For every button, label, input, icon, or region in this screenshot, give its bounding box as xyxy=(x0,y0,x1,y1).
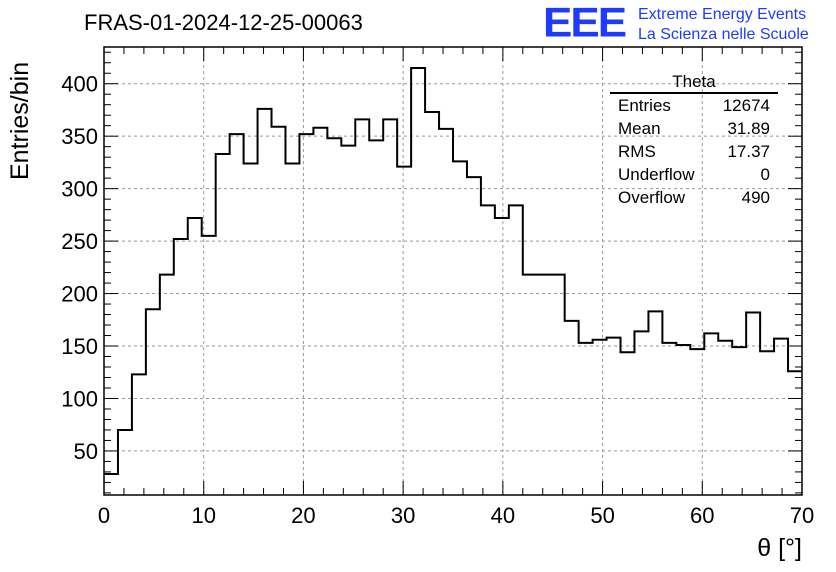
histogram-bin xyxy=(313,128,327,495)
stats-value: 31.89 xyxy=(727,117,770,140)
histogram-bin xyxy=(453,161,467,495)
logo-line-2: La Scienza nelle Scuole xyxy=(638,26,809,44)
histogram-bin xyxy=(565,321,579,495)
stats-value: 12674 xyxy=(723,94,770,117)
histogram-bin xyxy=(230,134,244,495)
x-tick-label: 10 xyxy=(191,503,215,528)
histogram-bin xyxy=(299,134,313,495)
histogram-bin xyxy=(537,275,551,495)
histogram-bin xyxy=(551,275,565,495)
histogram-bin xyxy=(662,343,676,495)
histogram-bin xyxy=(160,275,174,495)
histogram-bin xyxy=(383,119,397,495)
stats-value: 17.37 xyxy=(727,140,770,163)
stats-row-mean: Mean 31.89 xyxy=(610,117,778,140)
histogram-bin xyxy=(425,112,439,495)
eee-logo: EEE xyxy=(543,0,625,47)
histogram-bin xyxy=(523,275,537,495)
histogram-bin xyxy=(369,140,383,495)
y-tick-label: 100 xyxy=(61,386,98,411)
x-tick-label: 60 xyxy=(690,503,714,528)
x-axis-label: θ [°] xyxy=(757,534,802,563)
y-tick-label: 200 xyxy=(61,282,98,307)
y-tick-label: 350 xyxy=(61,124,98,149)
chart-title: FRAS-01-2024-12-25-00063 xyxy=(84,10,363,36)
x-tick-label: 40 xyxy=(491,503,515,528)
x-tick-label: 70 xyxy=(790,503,814,528)
y-tick-label: 300 xyxy=(61,177,98,202)
stats-row-entries: Entries 12674 xyxy=(610,94,778,117)
stats-row-underflow: Underflow 0 xyxy=(610,163,778,186)
histogram-bin xyxy=(509,205,523,495)
histogram-bin xyxy=(146,309,160,495)
histogram-bin xyxy=(760,351,774,495)
histogram-bin xyxy=(188,218,202,495)
histogram-bin xyxy=(593,340,607,495)
histogram-bin xyxy=(355,119,369,495)
stats-box: Theta Entries 12674 Mean 31.89 RMS 17.37… xyxy=(610,72,778,209)
histogram-bin xyxy=(676,345,690,495)
histogram-bin xyxy=(774,339,788,495)
y-tick-label: 150 xyxy=(61,334,98,359)
histogram-bin xyxy=(634,331,648,495)
stats-label: RMS xyxy=(618,140,656,163)
x-tick-label: 50 xyxy=(590,503,614,528)
logo-line-1: Extreme Energy Events xyxy=(638,6,806,24)
histogram-bin xyxy=(258,109,272,495)
histogram-bin xyxy=(411,68,425,495)
histogram-bin xyxy=(202,236,216,495)
histogram-bin xyxy=(244,163,258,495)
histogram-bin xyxy=(285,163,299,495)
stats-label: Mean xyxy=(618,117,661,140)
stats-row-overflow: Overflow 490 xyxy=(610,186,778,209)
histogram-bin xyxy=(272,127,286,495)
histogram-bin xyxy=(174,239,188,495)
histogram-bin xyxy=(397,167,411,495)
histogram-bin xyxy=(704,333,718,495)
histogram-bin xyxy=(467,177,481,495)
histogram-bin xyxy=(732,347,746,495)
histogram-bin xyxy=(648,311,662,495)
histogram-bin xyxy=(439,129,453,495)
histogram-bin xyxy=(118,430,132,495)
histogram-bin xyxy=(690,349,704,495)
stats-label: Underflow xyxy=(618,163,695,186)
histogram-bin xyxy=(495,218,509,495)
histogram-bin xyxy=(621,352,635,495)
stats-value: 0 xyxy=(761,163,770,186)
y-tick-label: 50 xyxy=(74,439,98,464)
histogram-bin xyxy=(132,374,146,495)
histogram-bin xyxy=(579,343,593,495)
histogram-bin xyxy=(746,312,760,495)
stats-row-rms: RMS 17.37 xyxy=(610,140,778,163)
x-tick-label: 0 xyxy=(98,503,110,528)
x-tick-label: 20 xyxy=(291,503,315,528)
histogram-bin xyxy=(341,146,355,495)
histogram-bin xyxy=(216,154,230,495)
histogram-bin xyxy=(788,371,802,495)
histogram-bin xyxy=(481,205,495,495)
histogram-bin xyxy=(718,341,732,495)
stats-label: Entries xyxy=(618,94,671,117)
stats-label: Overflow xyxy=(618,186,685,209)
histogram-bin xyxy=(327,138,341,495)
histogram-bin xyxy=(104,474,118,495)
stats-value: 490 xyxy=(742,186,770,209)
y-tick-label: 400 xyxy=(61,72,98,97)
y-axis-label: Entries/bin xyxy=(6,62,35,180)
histogram-bin xyxy=(607,338,621,495)
x-tick-label: 30 xyxy=(391,503,415,528)
y-tick-label: 250 xyxy=(61,229,98,254)
stats-title: Theta xyxy=(610,72,778,94)
